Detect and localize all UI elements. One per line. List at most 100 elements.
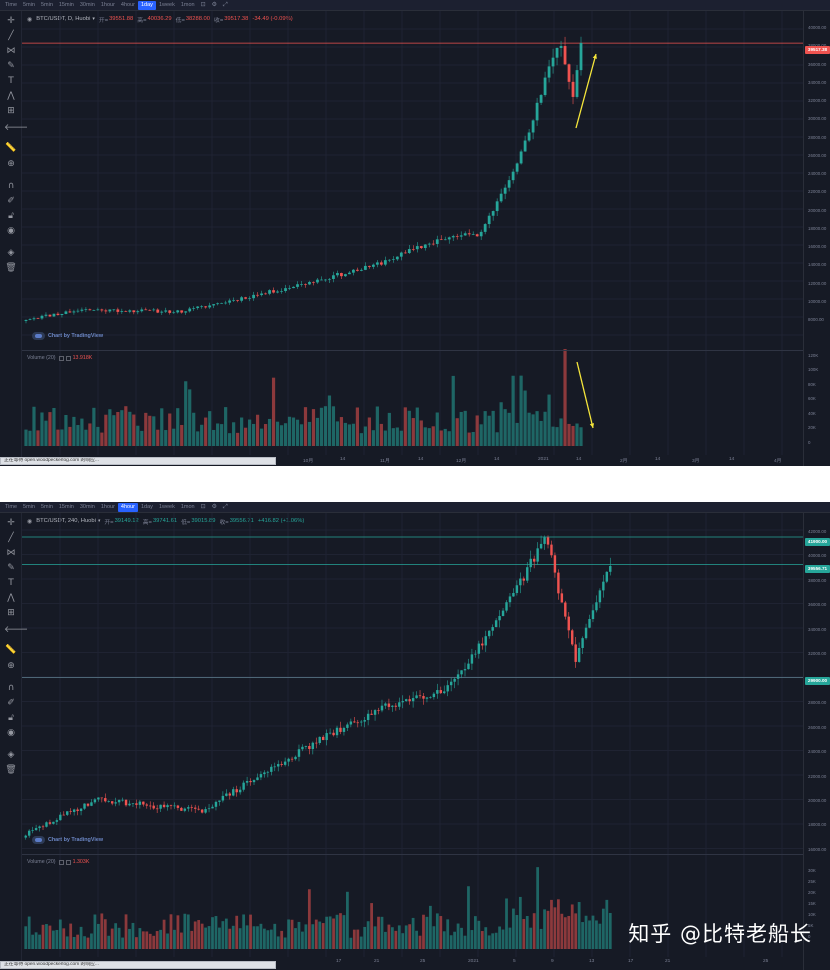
crosshair-icon[interactable]: ✛: [7, 16, 15, 26]
ruler-icon[interactable]: 📏: [5, 645, 17, 655]
gear-icon[interactable]: ⚙: [211, 503, 218, 510]
candle-body: [571, 81, 575, 97]
lock-icon[interactable]: 🔓︎: [8, 211, 14, 221]
timeframe-4hour[interactable]: 4hour: [120, 1, 135, 8]
fib-icon[interactable]: ⋈: [6, 46, 16, 56]
lock-drawing-icon[interactable]: ✐: [7, 196, 15, 206]
tradingview-logo[interactable]: Chart by TradingView: [32, 836, 103, 844]
annotation-arrowhead: [589, 423, 595, 428]
magnet-icon[interactable]: ∩: [7, 683, 15, 693]
candle-body: [301, 746, 304, 750]
symbol-eye-icon[interactable]: ◉: [27, 518, 33, 525]
timeframe-1day[interactable]: 1day: [141, 503, 153, 510]
timeframe-4hour[interactable]: 4hour: [117, 502, 138, 512]
timeframe-1hour[interactable]: 1hour: [100, 503, 115, 510]
pattern-icon[interactable]: ⋀: [7, 593, 15, 603]
timeframe-5min-b[interactable]: 5min: [40, 1, 53, 8]
volume-close-icon[interactable]: [65, 859, 71, 865]
timeframe-15min[interactable]: 15min: [58, 1, 74, 8]
volume-name[interactable]: Volume (20): [27, 859, 56, 865]
symbol-label[interactable]: BTC/USDT, D, Huobi: [36, 16, 91, 22]
high-label: 高=: [142, 519, 152, 526]
chevron-down-icon[interactable]: ▾: [97, 518, 101, 524]
lock-drawing-icon[interactable]: ✐: [7, 698, 15, 708]
timeframe-1week[interactable]: 1week: [158, 503, 175, 510]
candlestick-chart-4hour[interactable]: [0, 502, 830, 970]
arrow-left-icon[interactable]: 🡐: [4, 625, 29, 635]
price-label: 24000.00: [808, 171, 827, 176]
price-axis[interactable]: 42000.00 40000.00 38000.00 36000.00 3400…: [803, 513, 830, 970]
chart-type-icon[interactable]: ⊡: [200, 503, 206, 510]
volume-settings-icon[interactable]: [58, 355, 64, 361]
timeframe-1mon[interactable]: 1mon: [180, 1, 195, 8]
volume-bar: [69, 923, 73, 949]
fullscreen-icon[interactable]: ⤢: [223, 503, 228, 510]
tradingview-logo[interactable]: Chart by TradingView: [32, 332, 103, 340]
eye-icon[interactable]: ◉: [7, 226, 15, 236]
volume-bar: [28, 430, 32, 446]
timeframe-30min[interactable]: 30min: [79, 503, 95, 510]
candle-body: [156, 309, 160, 313]
fib-icon[interactable]: ⋈: [6, 548, 16, 558]
pane-separator[interactable]: [22, 854, 803, 855]
annotation-arrow[interactable]: [575, 53, 597, 129]
gear-icon[interactable]: ⚙: [211, 1, 218, 8]
layers-icon[interactable]: ◈: [7, 750, 15, 760]
timeframe-5min[interactable]: 5min: [23, 503, 35, 510]
price-label: 22000.00: [808, 774, 827, 779]
timeframe-5min[interactable]: 5min: [23, 1, 35, 8]
trendline-icon[interactable]: ╱: [8, 533, 14, 543]
ruler-icon[interactable]: 📏: [5, 143, 17, 153]
candlestick-chart-daily[interactable]: [0, 0, 830, 466]
annotation-arrow[interactable]: [576, 361, 594, 429]
timeframe-time[interactable]: Time: [5, 1, 18, 8]
prediction-icon[interactable]: ⊞: [7, 106, 15, 116]
timeframe-5min-b[interactable]: 5min: [40, 503, 53, 510]
prediction-icon[interactable]: ⊞: [7, 608, 15, 618]
pattern-icon[interactable]: ⋀: [7, 91, 15, 101]
volume-close-icon[interactable]: [65, 355, 71, 361]
timeframe-1day[interactable]: 1day: [138, 0, 156, 10]
text-icon[interactable]: T: [8, 578, 14, 588]
price-axis[interactable]: 40000.00 38000.00 36000.00 34000.00 3200…: [803, 11, 830, 466]
crosshair-icon[interactable]: ✛: [7, 518, 15, 528]
volume-bar: [27, 916, 31, 949]
symbol-eye-icon[interactable]: ◉: [27, 16, 33, 23]
volume-bar: [304, 924, 308, 949]
timeframe-1week[interactable]: 1week: [158, 1, 175, 8]
chart-type-icon[interactable]: ⊡: [200, 1, 206, 8]
timeframe-15min[interactable]: 15min: [58, 503, 74, 510]
timeframe-1hour[interactable]: 1hour: [100, 1, 115, 8]
volume-bar: [463, 935, 467, 949]
trash-icon[interactable]: 🗑︎: [5, 263, 17, 273]
volume-bar: [423, 427, 427, 446]
zoom-icon[interactable]: ⊕: [7, 159, 15, 169]
time-axis[interactable]: 10月 14 11月 14 12月 14 2021 14 2月 14 3月 14…: [22, 455, 803, 465]
symbol-label[interactable]: BTC/USDT, 240, Huobi: [36, 518, 96, 524]
volume-bar: [367, 417, 371, 446]
timeframe-time[interactable]: Time: [5, 503, 18, 510]
eye-icon[interactable]: ◉: [7, 728, 15, 738]
chevron-down-icon[interactable]: ▾: [92, 16, 95, 22]
lock-icon[interactable]: 🔓︎: [8, 713, 14, 723]
trash-icon[interactable]: 🗑︎: [5, 765, 17, 775]
magnet-icon[interactable]: ∩: [7, 181, 15, 191]
trendline-icon[interactable]: ╱: [8, 31, 14, 41]
volume-bar: [132, 414, 136, 446]
pane-separator[interactable]: [22, 350, 803, 351]
arrow-left-icon[interactable]: 🡐: [4, 123, 29, 133]
brush-icon[interactable]: ✎: [7, 61, 15, 71]
price-label: 32000.00: [808, 651, 827, 656]
fullscreen-icon[interactable]: ⤢: [223, 1, 228, 8]
candle-body: [180, 310, 184, 313]
text-icon[interactable]: T: [8, 76, 14, 86]
volume-settings-icon[interactable]: [58, 859, 64, 865]
brush-icon[interactable]: ✎: [7, 563, 15, 573]
volume-name[interactable]: Volume (20): [27, 355, 56, 361]
zoom-icon[interactable]: ⊕: [7, 661, 15, 671]
timeframe-1mon[interactable]: 1mon: [180, 503, 195, 510]
time-axis[interactable]: 17 21 25 2021 5 9 13 17 21 25: [22, 957, 803, 967]
zhihu-watermark: 知乎 @比特老船长: [628, 922, 812, 946]
layers-icon[interactable]: ◈: [7, 248, 15, 258]
timeframe-30min[interactable]: 30min: [79, 1, 95, 8]
